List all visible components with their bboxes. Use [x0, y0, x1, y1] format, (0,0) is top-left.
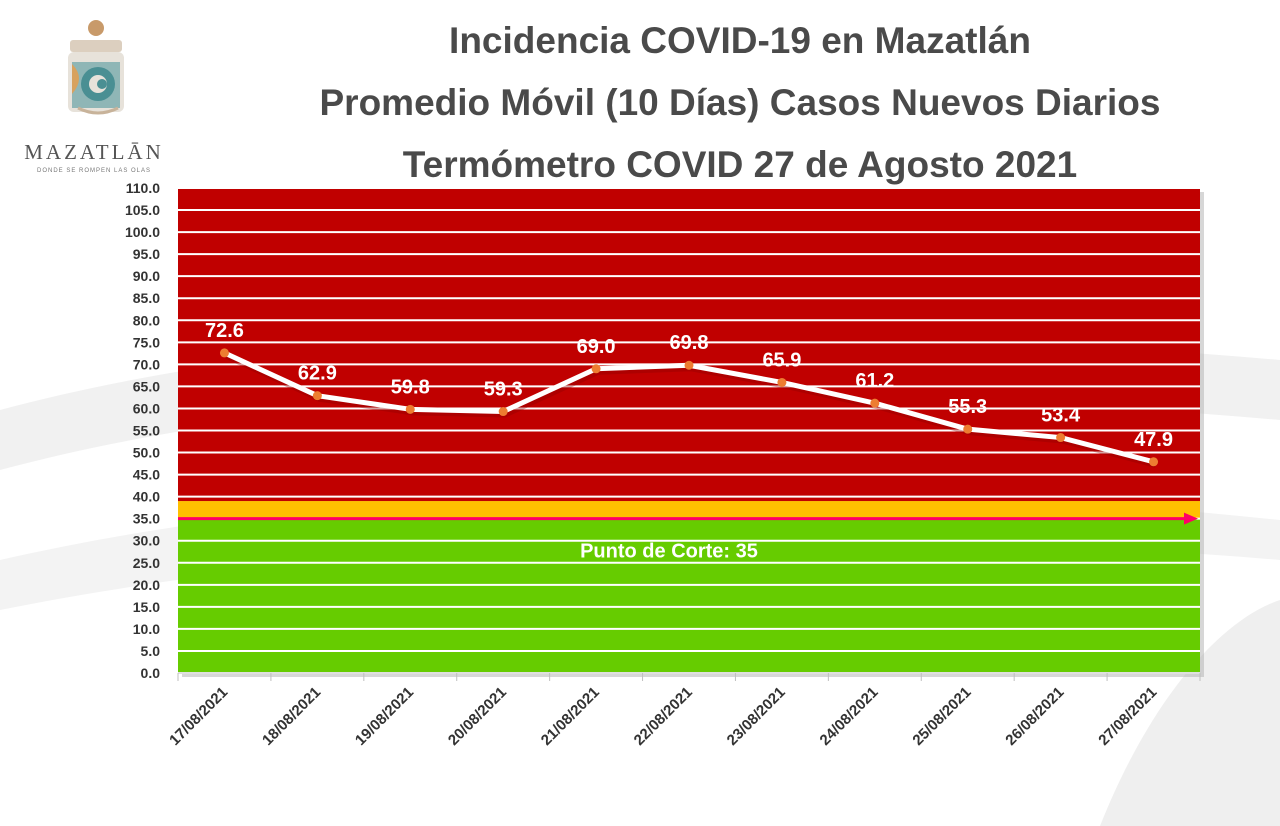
logo-tagline: DONDE SE ROMPEN LAS OLAS	[36, 168, 152, 174]
data-point	[1149, 457, 1159, 467]
zone-band-0	[178, 518, 1200, 673]
y-tick-label: 65.0	[133, 378, 160, 394]
data-label: 55.3	[948, 396, 987, 418]
y-tick-label: 5.0	[141, 643, 161, 659]
x-tick-label: 18/08/2021	[259, 684, 324, 749]
data-label: 62.9	[298, 363, 337, 385]
x-tick-label: 17/08/2021	[166, 684, 231, 749]
data-point	[1056, 433, 1066, 443]
y-tick-label: 75.0	[133, 334, 160, 350]
zone-band-2	[178, 188, 1200, 502]
x-tick-label: 19/08/2021	[352, 684, 417, 749]
y-tick-label: 0.0	[141, 665, 161, 681]
data-label: 72.6	[205, 320, 244, 342]
x-tick-label: 27/08/2021	[1095, 684, 1160, 749]
y-tick-label: 90.0	[133, 268, 160, 284]
x-tick-label: 24/08/2021	[817, 684, 882, 749]
y-tick-label: 45.0	[133, 467, 160, 483]
threshold-label: Punto de Corte: 35	[580, 541, 758, 563]
x-tick-label: 25/08/2021	[909, 684, 974, 749]
data-point	[498, 407, 508, 417]
x-tick-label: 23/08/2021	[724, 684, 789, 749]
y-tick-label: 40.0	[133, 489, 160, 505]
x-tick-label: 26/08/2021	[1002, 684, 1067, 749]
data-label: 65.9	[762, 349, 801, 371]
y-tick-label: 95.0	[133, 246, 160, 262]
y-tick-label: 85.0	[133, 290, 160, 306]
data-point	[405, 404, 415, 414]
mazatlan-emblem-icon	[68, 20, 124, 115]
data-point	[219, 348, 229, 358]
y-tick-label: 50.0	[133, 445, 160, 461]
data-label: 47.9	[1134, 429, 1173, 451]
y-tick-label: 15.0	[133, 599, 160, 615]
y-tick-label: 110.0	[126, 180, 160, 196]
title-line-1: Incidencia COVID-19 en Mazatlán	[449, 20, 1031, 61]
y-tick-label: 10.0	[133, 621, 160, 637]
data-label: 59.3	[484, 379, 523, 401]
x-tick-label: 21/08/2021	[538, 684, 603, 749]
data-point	[777, 377, 787, 387]
y-tick-label: 55.0	[133, 423, 160, 439]
x-tick-label: 20/08/2021	[445, 684, 510, 749]
title-line-3: Termómetro COVID 27 de Agosto 2021	[402, 144, 1078, 185]
data-point	[684, 360, 694, 370]
y-tick-label: 70.0	[133, 356, 160, 372]
data-label: 53.4	[1041, 405, 1081, 427]
threshold-arrow-icon	[1184, 512, 1198, 525]
title-line-2: Promedio Móvil (10 Días) Casos Nuevos Di…	[319, 82, 1161, 123]
zone-band-1	[178, 501, 1200, 519]
data-point	[312, 391, 322, 401]
data-label: 69.0	[577, 336, 616, 358]
data-point	[870, 398, 880, 408]
data-label: 59.8	[391, 376, 430, 398]
data-label: 69.8	[670, 332, 709, 354]
logo-wordmark: MAZATLĀN	[24, 140, 164, 164]
mazatlan-logo: MAZATLĀN DONDE SE ROMPEN LAS OLAS	[8, 12, 180, 174]
y-tick-label: 20.0	[133, 577, 160, 593]
y-tick-label: 25.0	[133, 555, 160, 571]
y-tick-label: 100.0	[125, 224, 160, 240]
chart-title-block: Incidencia COVID-19 en Mazatlán Promedio…	[200, 10, 1280, 196]
y-tick-label: 30.0	[133, 533, 160, 549]
y-tick-label: 80.0	[133, 312, 160, 328]
y-tick-label: 60.0	[133, 400, 160, 416]
data-label: 61.2	[855, 370, 894, 392]
data-point	[963, 424, 973, 434]
data-point	[591, 364, 601, 374]
y-tick-label: 105.0	[125, 202, 160, 218]
y-tick-label: 35.0	[133, 511, 160, 527]
x-tick-label: 22/08/2021	[631, 684, 696, 749]
